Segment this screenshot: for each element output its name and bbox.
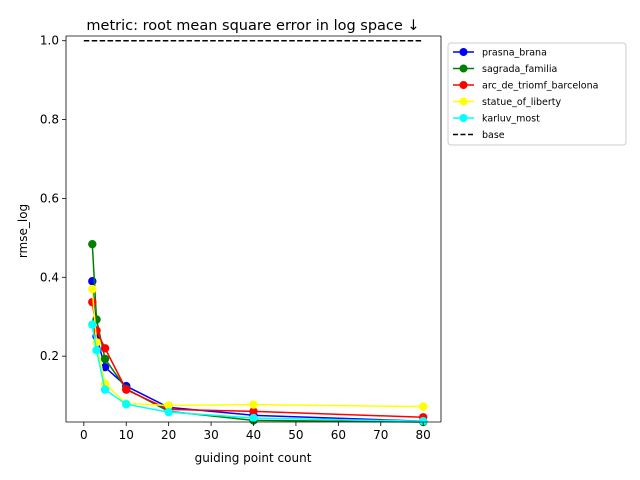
legend-marker-arc_de_triomf_barcelona bbox=[459, 81, 468, 89]
x-axis: 0 10 20 30 40 50 60 70 80 bbox=[80, 422, 431, 442]
data-point-statue_of_liberty-0 bbox=[88, 284, 97, 294]
series-line-arc_de_triomf_barcelona bbox=[91, 302, 424, 419]
y-tick-label-0.8: 0.8 bbox=[40, 113, 59, 127]
legend-box bbox=[447, 42, 627, 146]
data-point-karluv_most-6 bbox=[418, 417, 428, 426]
y-tick-label-0.2: 0.2 bbox=[40, 349, 59, 363]
data-point-arc_de_triomf_barcelona-3 bbox=[122, 385, 131, 394]
data-point-arc_de_triomf_barcelona-5 bbox=[249, 407, 258, 416]
x-tick-label-10: 10 bbox=[119, 428, 134, 442]
x-tick-label-80: 80 bbox=[416, 428, 431, 442]
x-tick-label-50: 50 bbox=[288, 428, 303, 442]
legend-label-statue_of_liberty: statue_of_liberty bbox=[482, 97, 562, 108]
y-tick-label-0.6: 0.6 bbox=[40, 191, 59, 205]
data-point-prasna_brana-2 bbox=[100, 362, 110, 372]
legend-label-karluv_most: karluv_most bbox=[482, 114, 540, 125]
y-axis: 0.2 0.4 0.6 0.8 1.0 bbox=[40, 34, 66, 363]
data-point-arc_de_triomf_barcelona-0 bbox=[88, 297, 97, 307]
x-tick-label-20: 20 bbox=[161, 428, 176, 442]
legend-label-sagrada_familia: sagrada_familia bbox=[482, 64, 557, 75]
legend-label-base: base bbox=[482, 130, 505, 141]
y-tick-label-1: 1.0 bbox=[40, 34, 59, 48]
data-point-karluv_most-2 bbox=[100, 385, 110, 394]
data-point-sagrada_familia-2 bbox=[100, 354, 110, 364]
chart-title: metric: root mean square error in log sp… bbox=[86, 18, 419, 34]
data-point-statue_of_liberty-1 bbox=[92, 338, 101, 347]
data-point-karluv_most-0 bbox=[88, 320, 97, 329]
data-point-statue_of_liberty-5 bbox=[249, 400, 258, 409]
legend-marker-prasna_brana bbox=[459, 48, 468, 56]
data-point-karluv_most-5 bbox=[249, 413, 258, 423]
data-point-statue_of_liberty-6 bbox=[418, 402, 428, 411]
data-point-sagrada_familia-0 bbox=[88, 239, 97, 249]
x-axis-label: guiding point count bbox=[195, 451, 312, 465]
series-line-sagrada_familia bbox=[91, 244, 424, 423]
legend: prasna_brana sagrada_familia arc_de_triomf… bbox=[447, 42, 627, 146]
legend-label-arc_de_triomf_barcelona: arc_de_triomf_barcelona bbox=[482, 81, 598, 92]
x-tick-label-0: 0 bbox=[80, 428, 88, 442]
series-line-prasna_brana bbox=[91, 281, 424, 422]
data-point-karluv_most-4 bbox=[164, 407, 173, 417]
legend-marker-statue_of_liberty bbox=[459, 97, 468, 106]
data-point-arc_de_triomf_barcelona-2 bbox=[100, 344, 110, 353]
data-point-arc_de_triomf_barcelona-1 bbox=[92, 326, 101, 335]
x-tick-label-30: 30 bbox=[203, 428, 218, 442]
legend-marker-karluv_most bbox=[459, 114, 468, 122]
y-tick-label-0.4: 0.4 bbox=[40, 270, 59, 284]
series-line-statue_of_liberty bbox=[91, 289, 424, 408]
y-axis-label: rmse_log bbox=[16, 204, 30, 258]
x-tick-label-40: 40 bbox=[246, 428, 261, 442]
plot-area bbox=[65, 35, 442, 427]
legend-label-prasna_brana: prasna_brana bbox=[482, 48, 547, 59]
data-point-karluv_most-3 bbox=[122, 400, 131, 409]
data-point-statue_of_liberty-4 bbox=[164, 401, 173, 410]
x-tick-label-70: 70 bbox=[373, 428, 388, 442]
data-point-karluv_most-1 bbox=[92, 346, 101, 355]
x-tick-label-60: 60 bbox=[331, 428, 346, 442]
legend-marker-sagrada_familia bbox=[459, 64, 468, 73]
